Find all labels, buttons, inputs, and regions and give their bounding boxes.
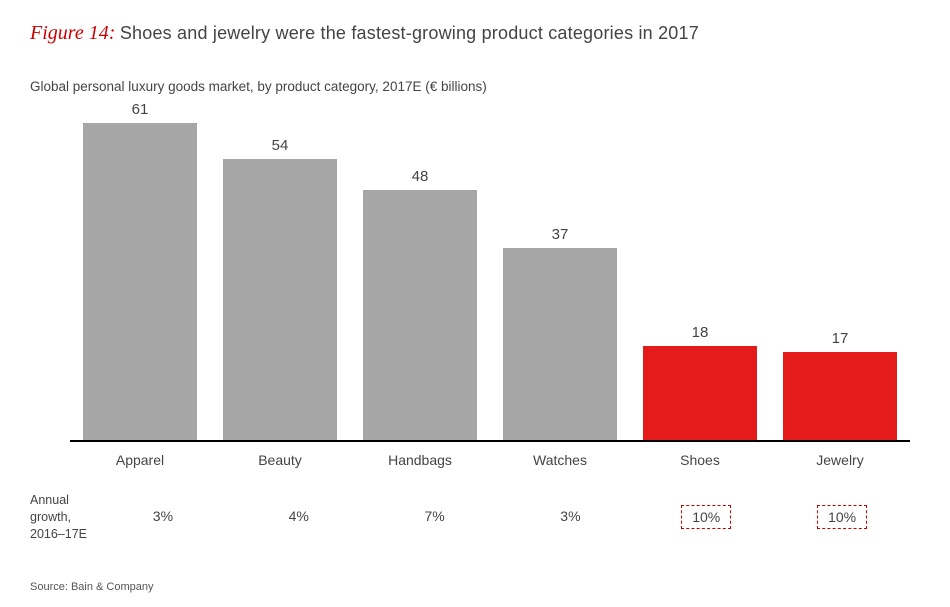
bar: 17 xyxy=(783,352,898,440)
growth-col: 10% xyxy=(774,505,910,529)
growth-section: Annual growth, 2016–17E 3% 4% 7% 3% 10% 10% xyxy=(0,492,950,543)
growth-value: 3% xyxy=(550,505,590,527)
growth-col: 10% xyxy=(638,505,774,529)
bar-col: 17 xyxy=(770,102,910,440)
bar-col: 54 xyxy=(210,102,350,440)
category-label: Jewelry xyxy=(816,452,863,468)
chart-subtitle: Global personal luxury goods market, by … xyxy=(30,79,920,94)
growth-value: 3% xyxy=(143,505,183,527)
growth-col: 3% xyxy=(502,505,638,529)
bar: 48 xyxy=(363,190,478,440)
bar-col: 37 xyxy=(490,102,630,440)
category-label: Watches xyxy=(533,452,587,468)
bar-col: 61 xyxy=(70,102,210,440)
growth-col: 7% xyxy=(367,505,503,529)
bars-row: 615448371817 xyxy=(70,102,910,440)
bar: 37 xyxy=(503,248,618,440)
bar-value-label: 17 xyxy=(783,330,898,347)
category-label-col: Watches xyxy=(490,452,630,470)
category-label: Handbags xyxy=(388,452,452,468)
growth-value: 10% xyxy=(817,505,867,529)
bar-value-label: 18 xyxy=(643,324,758,341)
bar: 54 xyxy=(223,159,338,440)
category-label: Shoes xyxy=(680,452,720,468)
figure-number: Figure 14: xyxy=(30,22,115,44)
figure-title: Shoes and jewelry were the fastest-growi… xyxy=(120,23,699,43)
category-label: Apparel xyxy=(116,452,164,468)
growth-value: 10% xyxy=(681,505,731,529)
chart-wrap: 615448371817 ApparelBeautyHandbagsWatche… xyxy=(30,102,920,470)
growth-row-title: Annual growth, 2016–17E xyxy=(0,492,95,543)
growth-col: 4% xyxy=(231,505,367,529)
bar-col: 48 xyxy=(350,102,490,440)
growth-values-row: 3% 4% 7% 3% 10% 10% xyxy=(95,505,910,529)
bar: 61 xyxy=(83,123,198,440)
source-line: Source: Bain & Company xyxy=(30,581,154,593)
category-label-col: Jewelry xyxy=(770,452,910,470)
bar-value-label: 48 xyxy=(363,168,478,185)
bar: 18 xyxy=(643,346,758,440)
figure-container: Figure 14: Shoes and jewelry were the fa… xyxy=(0,0,950,470)
bar-value-label: 37 xyxy=(503,226,618,243)
category-label-col: Beauty xyxy=(210,452,350,470)
category-label: Beauty xyxy=(258,452,302,468)
bar-chart: 615448371817 xyxy=(70,102,910,442)
bar-value-label: 54 xyxy=(223,137,338,154)
category-labels-row: Apparel Beauty Handbags Watches Shoes Jewelry xyxy=(70,452,910,470)
growth-col: 3% xyxy=(95,505,231,529)
bar-col: 18 xyxy=(630,102,770,440)
growth-value: 4% xyxy=(279,505,319,527)
category-label-col: Handbags xyxy=(350,452,490,470)
title-row: Figure 14: Shoes and jewelry were the fa… xyxy=(30,22,920,45)
bar-value-label: 61 xyxy=(83,101,198,118)
category-label-col: Apparel xyxy=(70,452,210,470)
category-label-col: Shoes xyxy=(630,452,770,470)
growth-value: 7% xyxy=(414,505,454,527)
